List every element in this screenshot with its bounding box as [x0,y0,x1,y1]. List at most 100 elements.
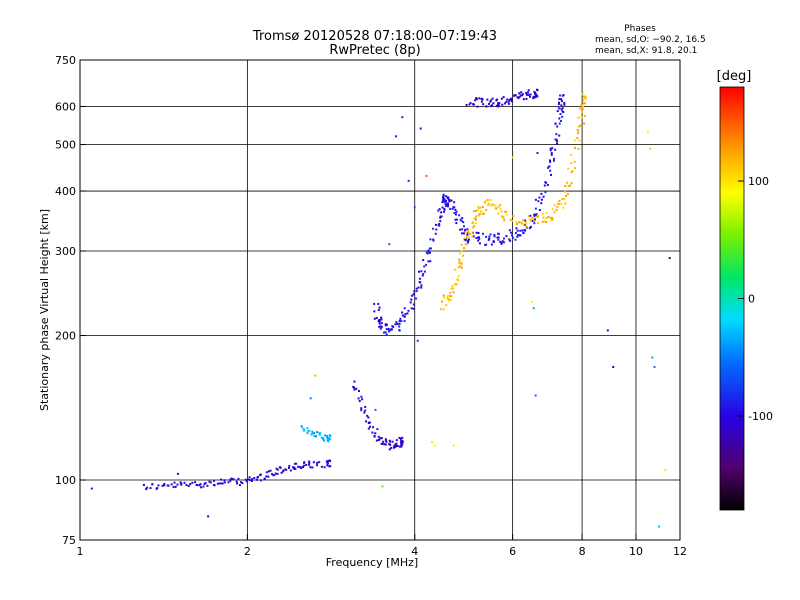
series-es-trace [300,424,332,443]
data-point [442,294,445,297]
data-point [440,211,443,214]
data-point [492,240,495,243]
data-point [564,185,567,188]
data-point [514,238,517,241]
data-point [172,486,175,489]
data-point [480,210,483,213]
data-point [380,437,383,440]
data-point [557,107,560,110]
colorbar-tick-label: 100 [748,175,769,188]
y-tick-label: 100 [55,474,76,487]
data-point [219,482,222,485]
data-point [414,297,417,300]
data-point [401,311,404,314]
data-point [442,199,445,202]
data-point [530,300,533,303]
data-point [558,134,561,137]
data-point [475,215,478,218]
data-point [329,459,332,462]
data-point [653,365,656,368]
data-point [549,147,552,150]
data-point [558,199,561,202]
data-point [440,215,443,218]
data-point [497,238,500,241]
data-point [309,397,312,400]
data-point [407,179,410,182]
data-point [202,485,205,488]
data-point [481,232,484,235]
data-point [463,238,466,241]
data-point [401,436,404,439]
data-point [272,474,275,477]
data-point [238,484,241,487]
data-point [537,214,540,217]
data-point [459,260,462,263]
data-point [363,411,366,414]
data-point [235,480,238,483]
data-point [245,480,248,483]
data-point [377,302,380,305]
data-point [326,434,329,437]
data-point [378,318,381,321]
data-point [504,102,507,105]
data-point [535,213,538,216]
data-point [456,278,459,281]
data-point [545,211,548,214]
data-point [536,215,539,218]
data-point [239,481,242,484]
data-point [525,92,528,95]
data-point [441,206,444,209]
data-point [217,482,220,485]
data-point [518,95,521,98]
data-point [491,104,494,107]
data-point [474,217,477,220]
colorbar-label: [deg] [717,69,752,84]
data-point [293,466,296,469]
data-point [435,228,438,231]
data-point [258,474,261,477]
data-point [189,483,192,486]
data-point [668,257,671,260]
data-point [329,435,332,438]
data-point [232,478,235,481]
data-point [244,478,247,481]
data-point [428,247,431,250]
data-point [516,229,519,232]
data-point [532,216,535,219]
data-point [312,461,315,464]
data-point [439,215,442,218]
data-point [412,307,415,310]
data-point [492,102,495,105]
data-point [500,97,503,100]
data-point [481,206,484,209]
data-point [478,213,481,216]
data-point [458,258,461,261]
data-point [478,206,481,209]
data-point [443,207,446,210]
data-point [527,215,530,218]
data-point [360,395,363,398]
data-point [251,478,254,481]
data-point [549,216,552,219]
data-point [279,466,282,469]
data-point [145,488,148,491]
data-point [529,214,532,217]
data-point [543,220,546,223]
data-point [494,204,497,207]
data-point [507,100,510,103]
data-point [555,133,558,136]
data-point [540,198,543,201]
data-point [467,238,470,241]
data-point [533,220,536,223]
data-point [248,476,251,479]
data-point [301,426,304,429]
data-point [428,250,431,253]
plot-frame [79,59,681,541]
data-point [400,444,403,447]
data-point [464,230,467,233]
data-point [458,252,461,255]
data-point [522,232,525,235]
data-point [526,93,529,96]
data-point [403,315,406,318]
data-point [533,222,536,225]
